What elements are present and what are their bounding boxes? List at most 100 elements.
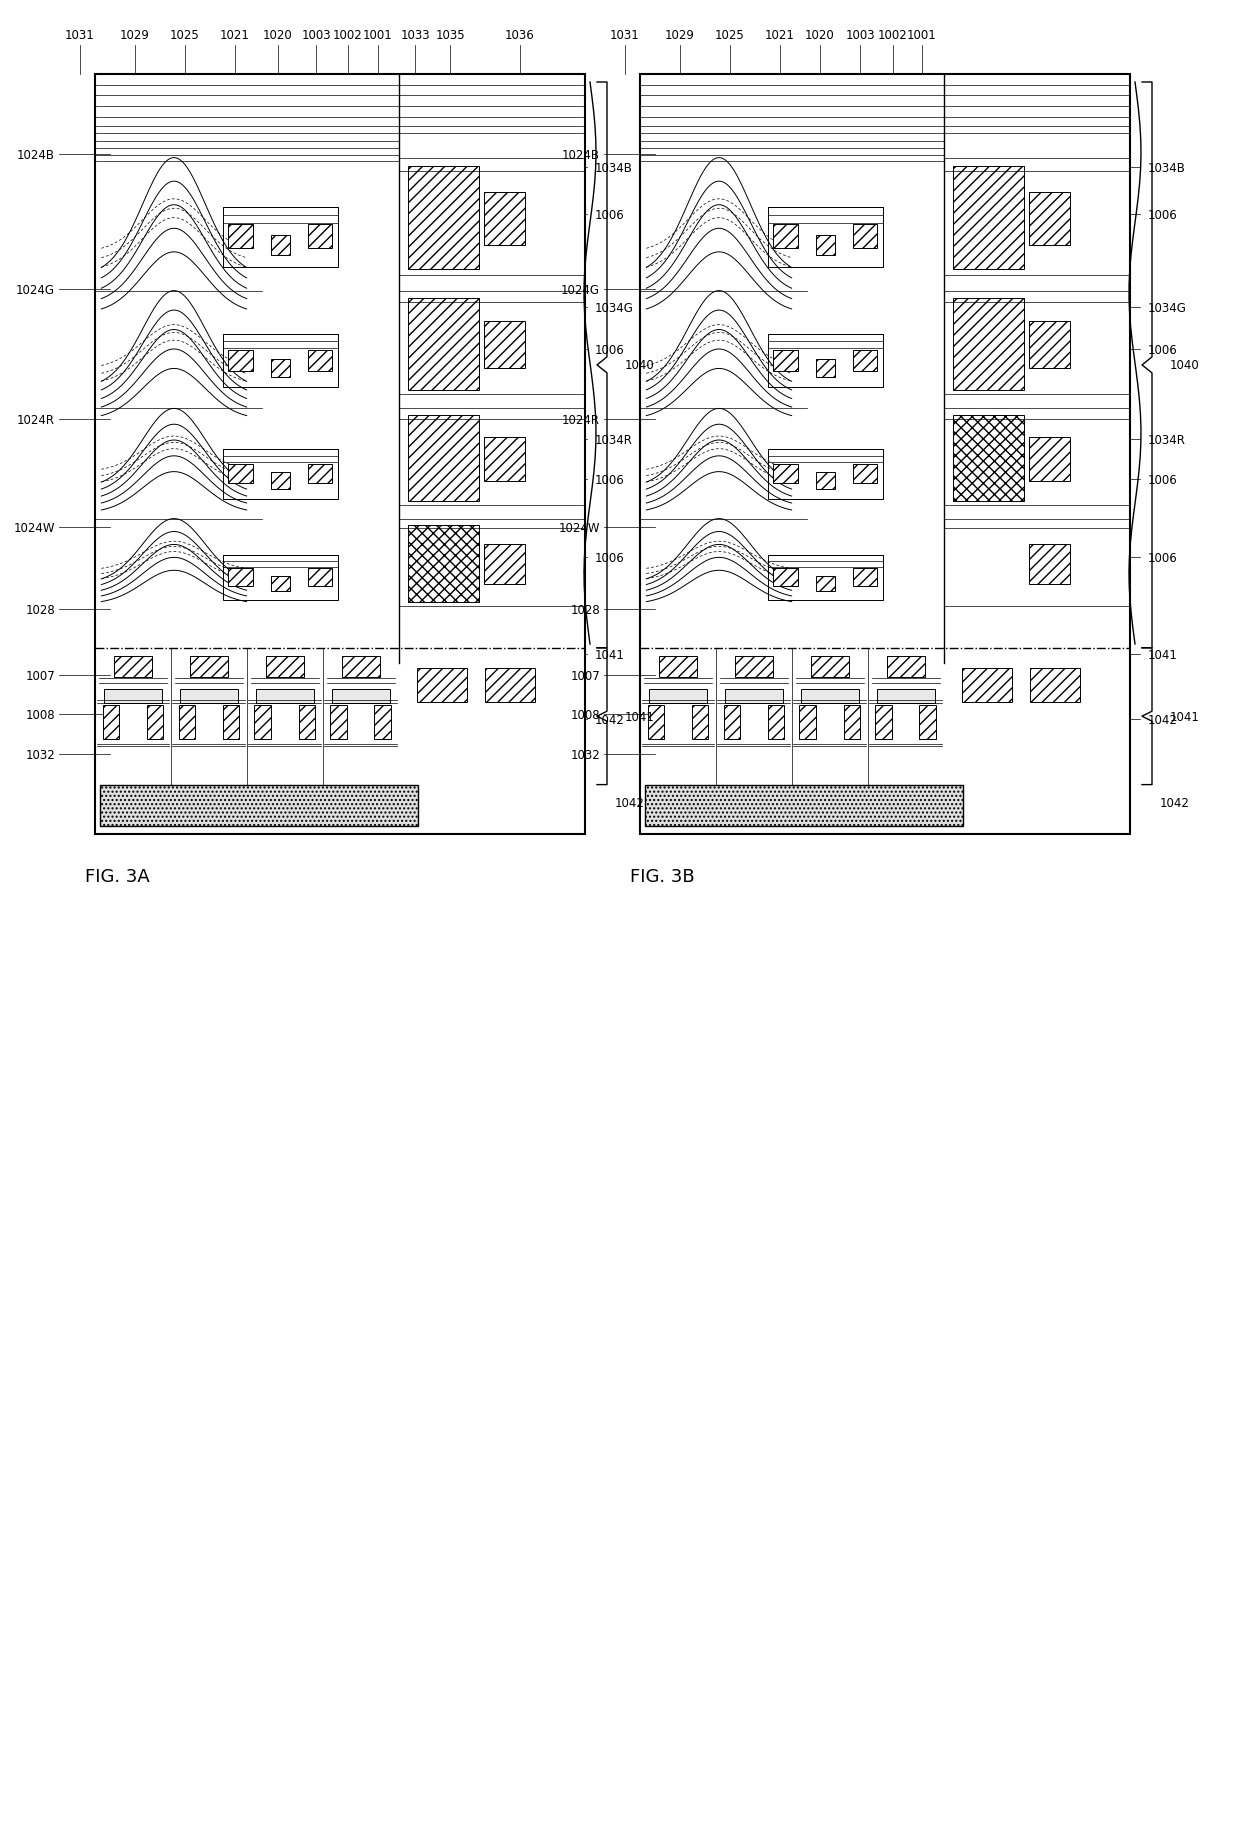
Bar bbox=[408, 415, 479, 501]
Bar bbox=[104, 690, 162, 703]
Bar bbox=[418, 670, 467, 703]
Text: 1042: 1042 bbox=[1148, 714, 1178, 727]
Text: 1008: 1008 bbox=[25, 708, 55, 721]
Text: 1024R: 1024R bbox=[562, 414, 600, 426]
Text: 1021: 1021 bbox=[219, 29, 250, 42]
Text: 1034G: 1034G bbox=[595, 302, 634, 315]
Bar bbox=[920, 706, 936, 739]
Text: 1006: 1006 bbox=[595, 474, 625, 487]
Text: 1006: 1006 bbox=[1148, 344, 1178, 357]
Bar bbox=[658, 657, 697, 677]
Bar bbox=[774, 569, 797, 586]
Bar bbox=[408, 525, 479, 602]
Text: 1031: 1031 bbox=[610, 29, 640, 42]
Text: 1031: 1031 bbox=[66, 29, 95, 42]
Bar bbox=[692, 706, 708, 739]
Bar bbox=[954, 415, 1024, 501]
Bar bbox=[816, 361, 835, 377]
Text: 1020: 1020 bbox=[263, 29, 293, 42]
Bar bbox=[811, 657, 849, 677]
Text: 1034B: 1034B bbox=[1148, 161, 1185, 174]
Bar bbox=[853, 350, 877, 371]
Bar bbox=[816, 576, 835, 591]
Text: 1029: 1029 bbox=[665, 29, 694, 42]
Text: 1032: 1032 bbox=[570, 748, 600, 761]
Bar bbox=[853, 465, 877, 485]
Bar bbox=[408, 298, 479, 390]
Bar bbox=[877, 690, 935, 703]
Text: 1006: 1006 bbox=[595, 551, 625, 564]
Bar bbox=[768, 556, 883, 600]
Bar bbox=[800, 706, 816, 739]
Text: 1006: 1006 bbox=[1148, 474, 1178, 487]
Bar bbox=[774, 350, 797, 371]
Text: 1042: 1042 bbox=[1159, 796, 1190, 809]
Bar bbox=[485, 545, 526, 584]
Text: 1033: 1033 bbox=[401, 29, 430, 42]
Text: 1008: 1008 bbox=[570, 708, 600, 721]
Text: FIG. 3B: FIG. 3B bbox=[630, 867, 694, 886]
Text: 1028: 1028 bbox=[25, 604, 55, 617]
Bar bbox=[272, 361, 290, 377]
Text: 1028: 1028 bbox=[570, 604, 600, 617]
Bar bbox=[308, 350, 332, 371]
Text: 1006: 1006 bbox=[595, 209, 625, 221]
Bar bbox=[228, 569, 253, 586]
Bar bbox=[272, 576, 290, 591]
Bar bbox=[308, 569, 332, 586]
Text: 1006: 1006 bbox=[595, 344, 625, 357]
Bar bbox=[223, 556, 339, 600]
Text: 1042: 1042 bbox=[595, 714, 625, 727]
Bar bbox=[1029, 194, 1070, 247]
Text: 1006: 1006 bbox=[1148, 209, 1178, 221]
Text: 1040: 1040 bbox=[625, 359, 655, 371]
Bar bbox=[768, 207, 883, 267]
Bar bbox=[1029, 545, 1070, 584]
Text: 1042: 1042 bbox=[615, 796, 645, 809]
Bar bbox=[408, 167, 479, 271]
Bar bbox=[1030, 670, 1080, 703]
Text: 1034R: 1034R bbox=[1148, 434, 1185, 447]
Text: 1040: 1040 bbox=[1171, 359, 1200, 371]
Text: 1035: 1035 bbox=[435, 29, 465, 42]
Bar bbox=[146, 706, 164, 739]
Bar bbox=[640, 75, 1130, 834]
Bar bbox=[774, 225, 797, 249]
Text: 1024W: 1024W bbox=[558, 522, 600, 534]
Bar bbox=[645, 785, 963, 827]
Bar bbox=[801, 690, 859, 703]
Bar bbox=[485, 194, 526, 247]
Bar bbox=[735, 657, 773, 677]
Text: 1003: 1003 bbox=[846, 29, 874, 42]
Bar bbox=[190, 657, 228, 677]
Bar bbox=[768, 706, 785, 739]
Bar bbox=[255, 690, 314, 703]
Text: 1007: 1007 bbox=[25, 670, 55, 683]
Bar bbox=[853, 569, 877, 586]
Bar bbox=[887, 657, 925, 677]
Text: 1001: 1001 bbox=[363, 29, 393, 42]
Text: 1024B: 1024B bbox=[17, 148, 55, 161]
Bar bbox=[223, 450, 339, 500]
Text: 1034B: 1034B bbox=[595, 161, 632, 174]
Bar bbox=[223, 207, 339, 267]
Bar bbox=[103, 706, 119, 739]
Bar bbox=[485, 322, 526, 370]
Bar bbox=[649, 690, 707, 703]
Text: 1024R: 1024R bbox=[17, 414, 55, 426]
Bar bbox=[254, 706, 272, 739]
Bar bbox=[100, 785, 418, 827]
Text: 1025: 1025 bbox=[170, 29, 200, 42]
Bar bbox=[485, 670, 534, 703]
Text: 1029: 1029 bbox=[120, 29, 150, 42]
Bar bbox=[875, 706, 892, 739]
Bar bbox=[374, 706, 391, 739]
Bar bbox=[768, 335, 883, 388]
Text: 1041: 1041 bbox=[1148, 648, 1178, 661]
Text: 1003: 1003 bbox=[301, 29, 331, 42]
Text: 1024G: 1024G bbox=[16, 284, 55, 296]
Bar bbox=[179, 706, 195, 739]
Text: 1024B: 1024B bbox=[562, 148, 600, 161]
Bar bbox=[816, 236, 835, 256]
Bar bbox=[308, 465, 332, 485]
